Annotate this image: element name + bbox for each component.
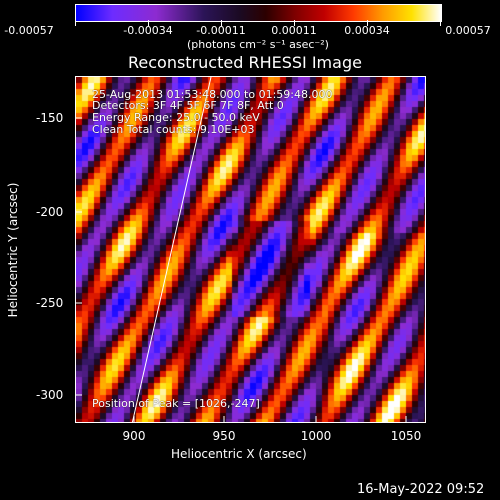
colorbar-tick-label: -0.00057 — [4, 24, 54, 37]
colorbar-tick-label: -0.00034 — [123, 24, 173, 37]
x-axis-label: Heliocentric X (arcsec) — [171, 447, 307, 461]
colorbar-tick — [367, 20, 368, 26]
y-tick-label: -250 — [36, 296, 64, 310]
detectors-annotation: Detectors: 3F 4F 5F 6F 7F 8F, Att 0 — [92, 99, 284, 112]
image-plot: 25-Aug-2013 01:53:48.000 to 01:59:48.000… — [75, 76, 426, 423]
colorbar-tick — [221, 20, 222, 26]
generation-timestamp: 16-May-2022 09:52 — [357, 482, 485, 497]
colorbar-tick-label: 0.00011 — [271, 24, 317, 37]
x-tick-label: 900 — [122, 429, 146, 443]
colorbar-tick — [294, 20, 295, 26]
colorbar-tick — [148, 20, 149, 26]
y-tick-label: -200 — [36, 205, 64, 219]
rhessi-image — [76, 77, 425, 422]
x-tick-label: 1000 — [300, 429, 332, 443]
y-tick-label: -300 — [36, 388, 64, 402]
colorbar — [75, 4, 442, 22]
colorbar-tick-label: 0.00034 — [344, 24, 390, 37]
peak-position-annotation: Position of Peak = [1026,-247] — [92, 397, 260, 410]
y-tick-label: -150 — [36, 111, 64, 125]
y-axis-label: Heliocentric Y (arcsec) — [6, 182, 20, 318]
plot-title: Reconstructed RHESSI Image — [128, 53, 362, 72]
x-tick-label: 1050 — [390, 429, 422, 443]
solar-limb-line — [131, 77, 212, 422]
clean-counts-annotation: Clean Total counts: 9.10E+03 — [92, 123, 255, 136]
colorbar-tick — [75, 20, 76, 26]
colorbar-tick-label: -0.00011 — [196, 24, 246, 37]
x-tick-label: 950 — [212, 429, 236, 443]
colorbar-tick — [440, 20, 441, 26]
energy-range-annotation: Energy Range: 25.0 - 50.0 keV — [92, 111, 260, 124]
colorbar-tick-label: 0.00057 — [445, 24, 491, 37]
limb-overlay — [131, 77, 212, 422]
time-range-annotation: 25-Aug-2013 01:53:48.000 to 01:59:48.000 — [92, 88, 333, 101]
colorbar-units: (photons cm⁻² s⁻¹ asec⁻²) — [187, 38, 329, 51]
